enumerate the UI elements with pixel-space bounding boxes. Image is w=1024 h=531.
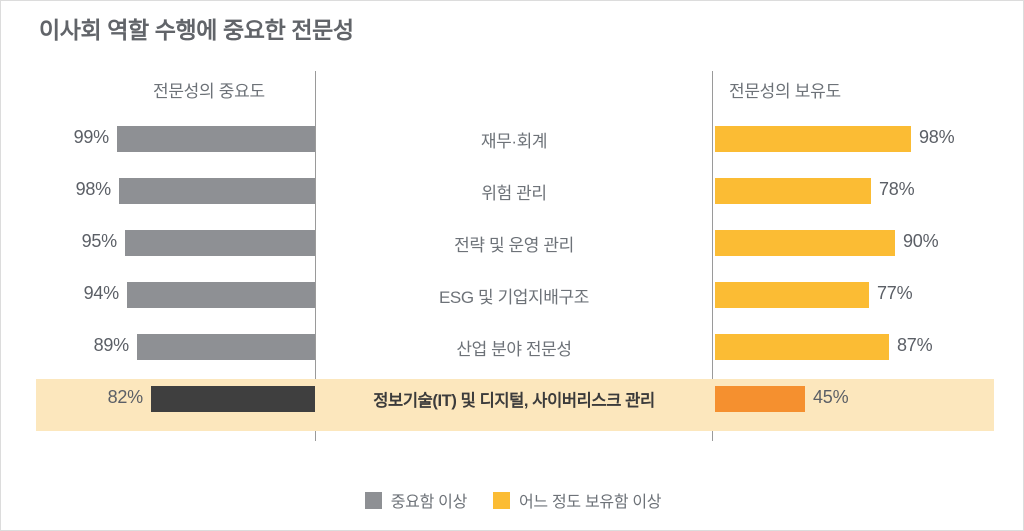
chart-row: 99% 재무·회계 98% xyxy=(1,113,1023,165)
divider-right xyxy=(712,71,713,441)
legend-swatch-yellow-icon xyxy=(493,491,511,509)
category-label: ESG 및 기업지배구조 xyxy=(438,288,590,307)
bar-value-importance: 94% xyxy=(83,283,120,303)
bar-importance xyxy=(125,230,315,256)
legend-label-importance: 중요함 이상 xyxy=(390,494,468,511)
category-label: 정보기술(IT) 및 디지털, 사이버리스크 관리 xyxy=(373,392,655,410)
column-header-importance: 전문성의 중요도 xyxy=(153,82,265,101)
bar-possession xyxy=(715,126,911,152)
bar-value-possession: 90% xyxy=(903,231,939,251)
category-label: 위험 관리 xyxy=(481,184,547,203)
chart-legend: 중요함 이상 어느 정도 보유함 이상 xyxy=(1,488,1023,512)
bar-value-possession: 87% xyxy=(897,335,933,355)
bar-value-possession: 98% xyxy=(919,127,955,147)
divider-left xyxy=(315,71,316,441)
chart-row: 98% 위험 관리 78% xyxy=(1,165,1023,217)
bar-importance xyxy=(117,126,315,152)
bar-possession xyxy=(715,282,869,308)
chart-row: 89% 산업 분야 전문성 87% xyxy=(1,321,1023,373)
bar-value-possession: 78% xyxy=(879,179,915,199)
bar-value-importance: 98% xyxy=(75,179,112,199)
bar-importance xyxy=(137,334,315,360)
chart-row: 94% ESG 및 기업지배구조 77% xyxy=(1,269,1023,321)
column-header-possession: 전문성의 보유도 xyxy=(729,82,841,101)
legend-item-possession[interactable]: 어느 정도 보유함 이상 xyxy=(493,488,662,512)
bar-value-importance: 99% xyxy=(73,127,110,147)
bar-importance xyxy=(119,178,315,204)
legend-item-importance[interactable]: 중요함 이상 xyxy=(364,488,468,512)
category-label: 재무·회계 xyxy=(480,132,548,151)
chart-row: 95% 전략 및 운영 관리 90% xyxy=(1,217,1023,269)
bar-value-importance: 82% xyxy=(107,387,144,407)
bar-possession xyxy=(715,230,895,256)
bar-possession xyxy=(715,334,889,360)
bar-importance xyxy=(151,386,315,412)
category-label: 전략 및 운영 관리 xyxy=(454,236,574,255)
bar-value-importance: 89% xyxy=(93,335,130,355)
bar-value-possession: 77% xyxy=(877,283,913,303)
chart-row: 82% 정보기술(IT) 및 디지털, 사이버리스크 관리 45% xyxy=(1,373,1023,431)
chart-title: 이사회 역할 수행에 중요한 전문성 xyxy=(39,17,354,43)
bar-importance xyxy=(127,282,315,308)
bar-value-importance: 95% xyxy=(81,231,118,251)
bar-possession xyxy=(715,178,871,204)
bar-possession xyxy=(715,386,805,412)
bar-value-possession: 45% xyxy=(813,387,849,407)
legend-label-possession: 어느 정도 보유함 이상 xyxy=(519,494,662,511)
category-label: 산업 분야 전문성 xyxy=(456,340,572,359)
legend-swatch-gray-icon xyxy=(364,491,382,509)
